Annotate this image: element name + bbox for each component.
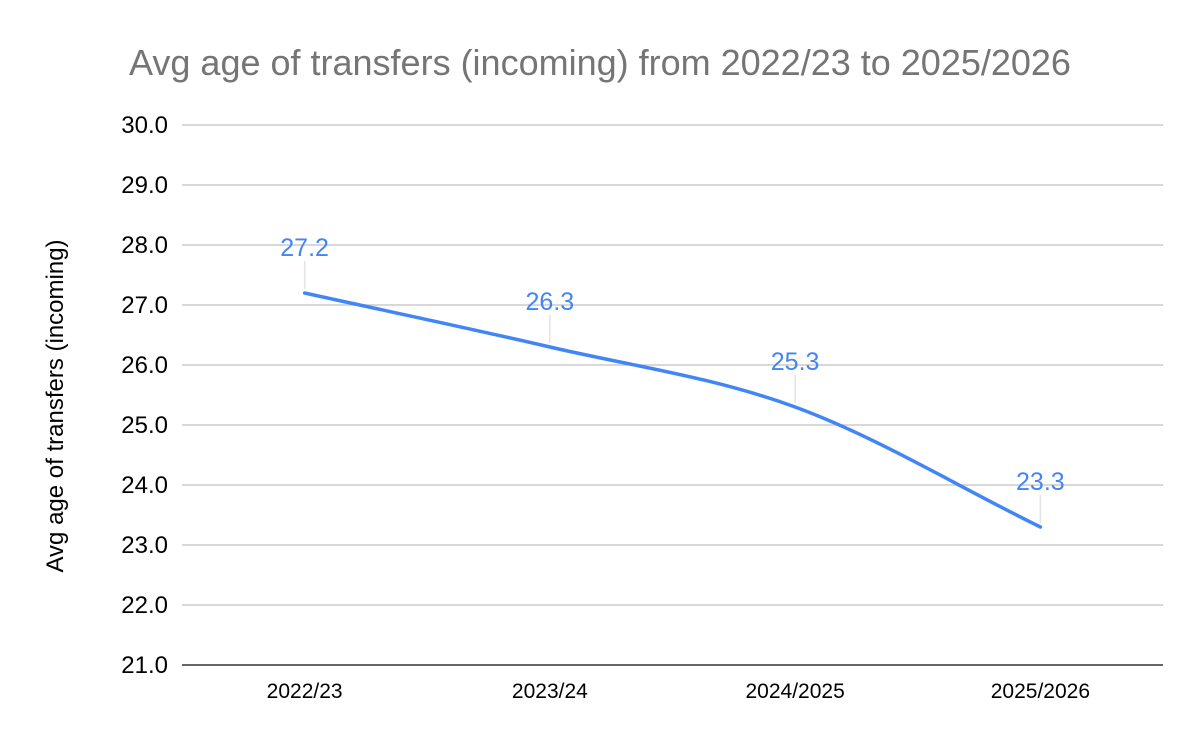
y-axis-ticks: 21.0 22.0 23.0 24.0 25.0 26.0 27.0 28.0 29.0 30.0 [121, 112, 168, 679]
y-tick-label: 25.0 [121, 412, 168, 439]
series-layer [302, 291, 1043, 529]
y-tick-label: 30.0 [121, 112, 168, 139]
data-labels: 27.2 26.3 25.3 23.3 [280, 234, 1065, 523]
series-line [302, 291, 1043, 529]
data-label: 23.3 [1016, 468, 1065, 496]
gridlines [182, 124, 1163, 666]
y-tick-label: 28.0 [121, 232, 168, 259]
x-axis-ticks: 2022/23 2023/24 2024/2025 2025/2026 [267, 680, 1090, 703]
y-tick-label: 26.0 [121, 352, 168, 379]
y-axis-label: Avg age of transfers (incoming) [42, 239, 69, 572]
x-tick-label: 2024/2025 [745, 680, 844, 703]
data-label: 26.3 [526, 288, 575, 316]
x-tick-label: 2025/2026 [991, 680, 1090, 703]
y-tick-label: 22.0 [121, 592, 168, 619]
x-tick-label: 2022/23 [267, 680, 343, 703]
x-tick-label: 2023/24 [512, 680, 588, 703]
y-tick-label: 29.0 [121, 172, 168, 199]
chart-title: Avg age of transfers (incoming) from 202… [129, 42, 1071, 83]
y-tick-label: 23.0 [121, 532, 168, 559]
data-label: 25.3 [771, 348, 820, 376]
y-tick-label: 27.0 [121, 292, 168, 319]
data-label: 27.2 [280, 234, 329, 262]
y-tick-label: 21.0 [121, 652, 168, 679]
y-tick-label: 24.0 [121, 472, 168, 499]
